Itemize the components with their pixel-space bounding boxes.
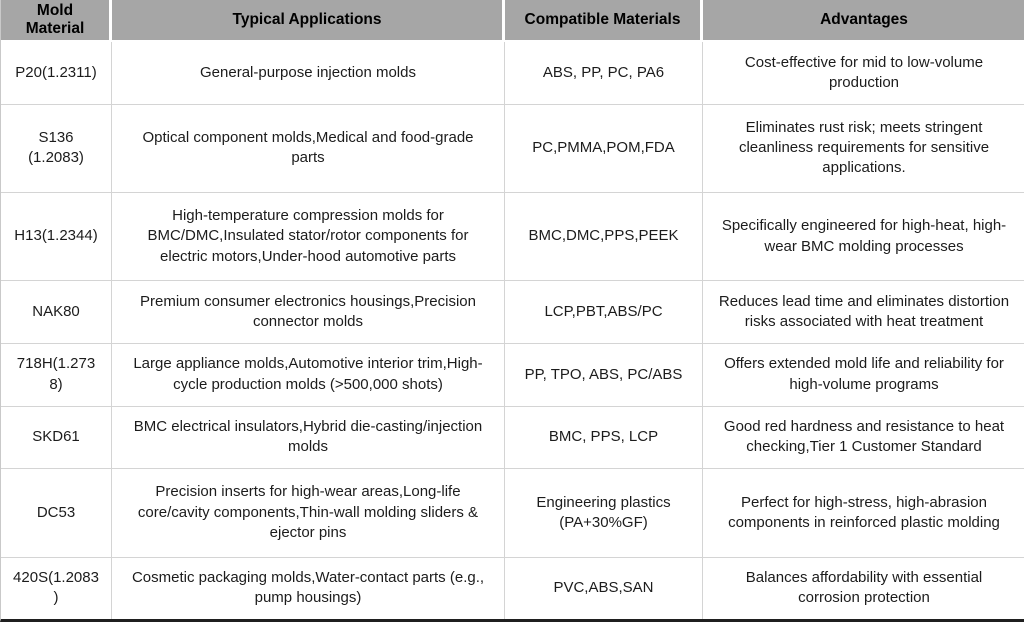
cell-advantages: Offers extended mold life and reliabilit… [703, 343, 1024, 407]
table-header-row: Mold Material Typical Applications Compa… [1, 0, 1024, 42]
col-header-mold-material: Mold Material [1, 0, 112, 42]
cell-material: S136 (1.2083) [1, 104, 112, 193]
cell-compatible: BMC,DMC,PPS,PEEK [505, 192, 703, 282]
cell-compatible: PC,PMMA,POM,FDA [505, 104, 703, 193]
cell-applications: High-temperature compression molds for B… [112, 192, 505, 282]
cell-applications: Optical component molds,Medical and food… [112, 104, 505, 193]
cell-compatible: ABS, PP, PC, PA6 [505, 42, 703, 105]
cell-material: SKD61 [1, 406, 112, 470]
cell-applications: Precision inserts for high-wear areas,Lo… [112, 469, 505, 558]
table-row: DC53 Precision inserts for high-wear area… [1, 469, 1024, 558]
cell-advantages: Good red hardness and resistance to heat… [703, 406, 1024, 470]
cell-material: H13(1.2344) [1, 192, 112, 282]
cell-advantages: Balances affordability with essential co… [703, 557, 1024, 619]
cell-material: 718H(1.2738) [1, 343, 112, 407]
cell-advantages: Eliminates rust risk; meets stringent cl… [703, 104, 1024, 193]
table-body: P20(1.2311) General-purpose injection mol… [1, 42, 1024, 619]
cell-compatible: BMC, PPS, LCP [505, 406, 703, 470]
cell-material: NAK80 [1, 281, 112, 344]
table-row: 420S(1.2083) Cosmetic packaging molds,Wat… [1, 557, 1024, 619]
cell-applications: Large appliance molds,Automotive interio… [112, 343, 505, 407]
cell-advantages: Cost-effective for mid to low-volume pro… [703, 42, 1024, 105]
table-row: H13(1.2344) High-temperature compression … [1, 192, 1024, 282]
table-row: P20(1.2311) General-purpose injection mol… [1, 42, 1024, 105]
col-header-advantages: Advantages [703, 0, 1024, 42]
col-header-compatible-materials: Compatible Materials [505, 0, 703, 42]
cell-compatible: Engineering plastics (PA+30%GF) [505, 469, 703, 558]
table-row: 718H(1.2738) Large appliance molds,Automo… [1, 343, 1024, 407]
table-row: NAK80 Premium consumer electronics housin… [1, 281, 1024, 344]
cell-advantages: Specifically engineered for high-heat, h… [703, 192, 1024, 282]
cell-material: P20(1.2311) [1, 42, 112, 105]
cell-advantages: Perfect for high-stress, high-abrasion c… [703, 469, 1024, 558]
table-row: SKD61 BMC electrical insulators,Hybrid di… [1, 406, 1024, 470]
cell-applications: General-purpose injection molds [112, 42, 505, 105]
col-header-typical-applications: Typical Applications [112, 0, 505, 42]
cell-compatible: PVC,ABS,SAN [505, 557, 703, 619]
cell-applications: BMC electrical insulators,Hybrid die-cas… [112, 406, 505, 470]
cell-compatible: PP, TPO, ABS, PC/ABS [505, 343, 703, 407]
table-row: S136 (1.2083) Optical component molds,Med… [1, 104, 1024, 193]
cell-compatible: LCP,PBT,ABS/PC [505, 281, 703, 344]
cell-applications: Premium consumer electronics housings,Pr… [112, 281, 505, 344]
cell-material: 420S(1.2083) [1, 557, 112, 619]
cell-material: DC53 [1, 469, 112, 558]
cell-applications: Cosmetic packaging molds,Water-contact p… [112, 557, 505, 619]
cell-advantages: Reduces lead time and eliminates distort… [703, 281, 1024, 344]
